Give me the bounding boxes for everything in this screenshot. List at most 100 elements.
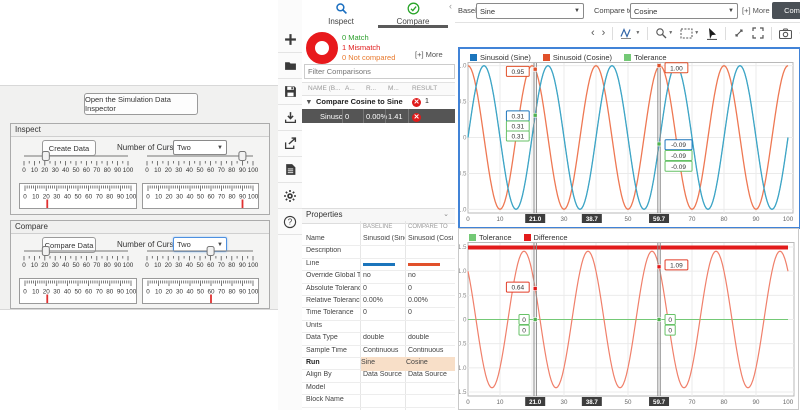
svg-text:30: 30 <box>561 216 568 223</box>
compare-to-select[interactable]: Cosine ▼ <box>630 3 738 19</box>
property-compare-value: 0 <box>408 309 412 317</box>
svg-text:0: 0 <box>668 317 672 324</box>
cursor-slider-2[interactable]: 0 10 20 30 40 50 60 70 80 90 100 <box>142 151 259 175</box>
legend-label: Tolerance <box>634 52 667 62</box>
svg-text:40: 40 <box>64 289 72 296</box>
cursor-value-label <box>664 139 693 151</box>
compare-data-button[interactable]: Compare Data <box>42 237 96 253</box>
cursor-slider-1[interactable]: 0 10 20 30 40 50 60 70 80 90 100 <box>19 246 134 270</box>
plot-area[interactable]: 1.5 1.0 0.5 0 -0.5 -1.0 -1.5 0.64 0 0 21.0 1.09 0 0 59… <box>459 242 796 407</box>
baseline-select[interactable]: Sine ▼ <box>476 3 584 19</box>
cursor-slider-2[interactable]: 0 10 20 30 40 50 60 70 80 90 100 <box>142 246 259 270</box>
property-baseline-value: double <box>363 334 385 342</box>
svg-text:50: 50 <box>196 167 204 174</box>
svg-text:-0.5: -0.5 <box>460 170 467 177</box>
next-icon[interactable]: › <box>601 27 606 39</box>
filter-comparisons-input[interactable] <box>304 64 455 79</box>
svg-text:0: 0 <box>145 167 149 174</box>
property-compare-value: 0 <box>408 284 412 292</box>
svg-text:80: 80 <box>721 399 728 406</box>
baseline-column-header: BASELINE <box>363 224 393 230</box>
property-row: Run Sine Cosine <box>302 357 455 372</box>
abs-tolerance-cell: 0 <box>345 111 350 121</box>
legend-item: Sinusoid (Sine) <box>470 53 531 62</box>
svg-text:0: 0 <box>466 216 470 223</box>
more-options-link[interactable]: [+] More <box>742 6 770 15</box>
svg-text:-1.0: -1.0 <box>460 206 467 213</box>
save-icon[interactable] <box>278 79 302 105</box>
number-of-cursors-select[interactable]: Two ▼ <box>173 140 227 155</box>
svg-text:100: 100 <box>248 289 259 296</box>
cursor-value-label <box>664 314 676 325</box>
group-title: Compare <box>11 221 269 234</box>
report-icon[interactable] <box>278 157 302 183</box>
svg-text:0: 0 <box>23 194 27 201</box>
svg-text:1.0: 1.0 <box>459 268 467 275</box>
plot-toolbar: ‹ › ▼ ▼ ▼ <box>591 24 800 42</box>
signal-trace-icon[interactable]: ▼ <box>620 27 640 39</box>
property-baseline-value: Sine <box>361 357 406 372</box>
more-link[interactable]: [+] More <box>415 50 443 59</box>
svg-text:30: 30 <box>53 194 61 201</box>
svg-text:0.31: 0.31 <box>511 123 524 130</box>
svg-text:0: 0 <box>23 289 27 296</box>
cursor[interactable]: 0.95 0.31 0.31 0.31 21.0 <box>505 63 546 223</box>
tab-inspect[interactable]: Inspect <box>306 0 376 27</box>
svg-text:70: 70 <box>218 194 226 201</box>
svg-text:10: 10 <box>154 167 162 174</box>
expand-icon[interactable] <box>733 27 745 39</box>
collapse-panel-icon[interactable]: ‹ <box>449 1 452 11</box>
previous-icon[interactable]: ‹ <box>591 27 595 39</box>
add-icon[interactable] <box>278 27 302 53</box>
cursor-time-badge <box>525 214 546 223</box>
property-row: Name Sinusoid (Sine)Sinusoid (Cosi <box>302 233 455 247</box>
export-icon[interactable] <box>278 131 302 157</box>
snapshot-icon[interactable] <box>779 27 793 39</box>
column-header: RESULT <box>412 85 438 92</box>
property-baseline-value: 0 <box>363 284 367 292</box>
fullscreen-icon[interactable] <box>752 27 764 39</box>
tab-compare[interactable]: Compare <box>378 0 448 27</box>
cursor-slider-1[interactable]: 0 10 20 30 40 50 60 70 80 90 100 <box>19 151 134 175</box>
property-row: Block Name <box>302 394 455 408</box>
settings-icon[interactable] <box>278 183 302 209</box>
help-icon[interactable]: ? <box>278 209 302 235</box>
cursor-value-label <box>505 281 530 293</box>
compare-to-label: Compare to: <box>594 6 636 15</box>
svg-text:90: 90 <box>114 167 122 174</box>
legend-swatch <box>542 53 550 61</box>
signal-name: Sinusoid <box>320 111 342 121</box>
svg-text:38.7: 38.7 <box>586 216 599 223</box>
chart-baseline-vs-compare[interactable]: Sinusoid (Sine) Sinusoid (Cosine) Toleranc… <box>458 47 800 229</box>
svg-text:0.31: 0.31 <box>511 134 524 141</box>
property-row: Units <box>302 320 455 334</box>
svg-text:70: 70 <box>218 289 226 296</box>
import-icon[interactable] <box>278 105 302 131</box>
comparison-signal-row[interactable]: Sinusoid 0 0.00% 1.41 ✕ <box>302 109 455 123</box>
compare-button[interactable]: Com <box>772 2 800 19</box>
chart-tolerance-vs-difference[interactable]: Tolerance Difference 1.5 1.0 0.5 0 -0.5 -1.0 -1.… <box>458 228 799 410</box>
properties-header[interactable]: Properties ⌄ <box>302 208 455 224</box>
property-row: Absolute Tolerance 0 0 <box>302 283 455 296</box>
fit-to-view-icon[interactable]: ▼ <box>680 28 699 39</box>
compare-column-header: COMPARE TO <box>408 224 448 230</box>
pointer-icon[interactable] <box>706 27 718 40</box>
property-compare-value: double <box>408 334 430 342</box>
group-row-label: Compare Cosine to Sine <box>316 97 403 106</box>
open-sdi-button[interactable]: Open the Simulation Data Inspector <box>84 93 198 115</box>
svg-text:90: 90 <box>239 167 247 174</box>
svg-text:0.64: 0.64 <box>511 285 524 292</box>
svg-text:1.5: 1.5 <box>459 244 467 251</box>
svg-text:10: 10 <box>32 289 40 296</box>
cursor[interactable]: 1.00 -0.09 -0.09 -0.09 59.7 <box>649 62 693 223</box>
plot-area[interactable]: 1.0 0.5 0 -0.5 -1.0 0.95 0.31 0.31 0.31 21.0 1.00 -… <box>460 62 795 223</box>
property-label: Align By <box>306 371 332 379</box>
zoom-icon[interactable]: ▼ <box>655 27 673 39</box>
open-folder-icon[interactable] <box>278 53 302 79</box>
collapse-caret-icon[interactable]: ▾ <box>307 97 311 106</box>
comparison-group-row[interactable]: ▾ Compare Cosine to Sine ✕ 1 <box>302 95 455 109</box>
property-row: Override Global Tolenono <box>302 270 455 284</box>
svg-text:20: 20 <box>165 194 173 201</box>
svg-text:80: 80 <box>228 194 236 201</box>
svg-text:90: 90 <box>753 216 760 223</box>
